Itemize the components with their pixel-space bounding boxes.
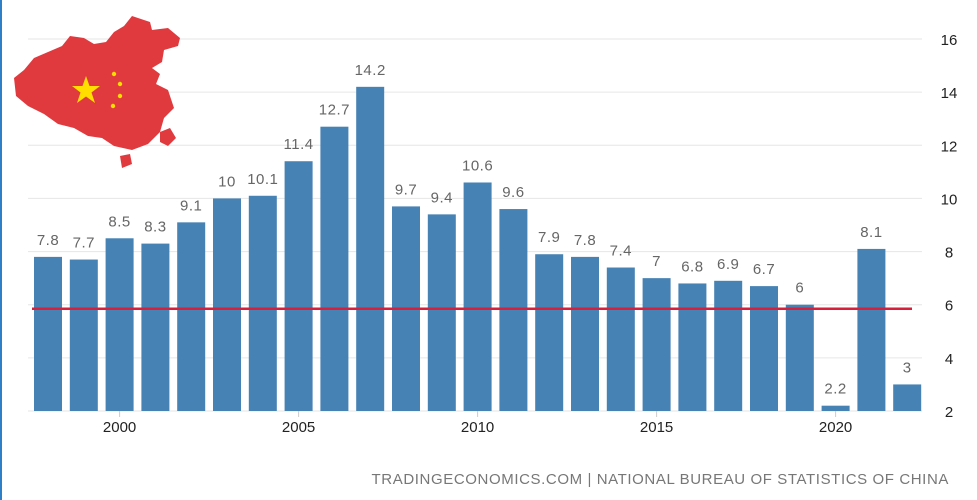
bar <box>857 248 886 411</box>
y-tick-label: 12 <box>941 138 958 155</box>
bar <box>105 238 134 411</box>
x-tick-label: 2015 <box>640 419 673 436</box>
data-label: 2.2 <box>824 381 846 398</box>
data-label: 7.8 <box>574 232 596 249</box>
data-label: 11.4 <box>284 136 314 153</box>
bar <box>248 195 277 411</box>
bar <box>499 209 528 411</box>
bar <box>356 86 385 411</box>
bar <box>320 126 349 411</box>
data-label: 6.8 <box>681 258 703 275</box>
data-label: 10.1 <box>247 171 278 188</box>
data-label: 12.7 <box>319 102 350 119</box>
bar <box>69 259 98 411</box>
data-label: 6.7 <box>753 261 775 278</box>
bar <box>571 256 599 411</box>
data-label: 14.2 <box>355 62 386 79</box>
bars <box>34 86 922 411</box>
bar <box>463 182 492 411</box>
bar <box>714 280 743 411</box>
bar <box>821 405 850 411</box>
data-label: 6 <box>795 280 804 297</box>
data-label: 7.9 <box>538 229 560 246</box>
bar <box>535 254 564 411</box>
bar <box>177 222 206 411</box>
data-label: 7.7 <box>73 235 95 252</box>
data-label: 6.9 <box>717 256 739 273</box>
data-labels: 7.8 7.7 8.5 8.3 9.1 10 10.1 11.4 12.7 14.2 9.7 9.4 1… <box>37 62 912 398</box>
bar <box>785 304 814 411</box>
y-tick-label: 2 <box>945 404 953 421</box>
data-label: 10 <box>218 173 236 190</box>
x-tick-label: 2010 <box>461 419 494 436</box>
y-tick-label: 8 <box>945 245 953 262</box>
bar <box>642 278 671 411</box>
x-tick-label: 2020 <box>819 419 852 436</box>
data-label: 8.1 <box>860 224 882 241</box>
bar <box>213 198 241 411</box>
bar <box>141 243 170 411</box>
data-label: 9.4 <box>431 189 453 206</box>
data-label: 7.8 <box>37 232 59 249</box>
data-label: 8.5 <box>108 213 130 230</box>
y-tick-label: 14 <box>941 85 958 102</box>
y-tick-label: 6 <box>945 298 953 315</box>
data-label: 3 <box>903 359 912 376</box>
bar <box>606 267 635 411</box>
data-label: 7.4 <box>610 243 632 260</box>
source-attribution: TRADINGECONOMICS.COM | NATIONAL BUREAU O… <box>371 471 949 488</box>
y-axis: 2 4 6 8 10 12 14 16 <box>941 32 958 421</box>
bar <box>427 214 456 411</box>
bar <box>34 256 62 411</box>
data-label: 8.3 <box>144 219 166 236</box>
data-label: 9.6 <box>502 184 524 201</box>
y-tick-label: 16 <box>941 32 958 49</box>
china-map-flag-icon <box>14 16 180 168</box>
data-label: 10.6 <box>462 157 493 174</box>
y-tick-label: 10 <box>941 191 958 208</box>
x-tick-label: 2000 <box>103 419 136 436</box>
data-label: 9.1 <box>180 197 202 214</box>
bar-chart: 7.8 7.7 8.5 8.3 9.1 10 10.1 11.4 12.7 14.2 9.7 9.4 1… <box>14 16 958 436</box>
y-tick-label: 4 <box>945 351 953 368</box>
bar <box>678 283 707 411</box>
data-label: 9.7 <box>395 181 417 198</box>
bar <box>750 286 778 411</box>
x-axis: 2000 2005 2010 2015 2020 <box>103 411 852 436</box>
bar <box>284 161 313 411</box>
data-label: 7 <box>652 253 661 270</box>
x-tick-label: 2005 <box>282 419 315 436</box>
bar <box>893 384 922 411</box>
